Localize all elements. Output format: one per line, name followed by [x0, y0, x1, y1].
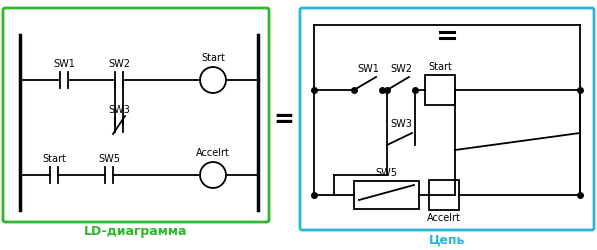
Text: SW5: SW5 — [376, 168, 398, 178]
Text: Цепь: Цепь — [429, 234, 465, 246]
Text: Start: Start — [428, 62, 452, 72]
Text: Accelrt: Accelrt — [196, 148, 230, 158]
FancyBboxPatch shape — [3, 8, 269, 222]
Text: Accelrt: Accelrt — [427, 213, 461, 223]
Text: Start: Start — [201, 53, 225, 63]
Text: SW2: SW2 — [390, 64, 412, 74]
Text: Start: Start — [42, 154, 66, 164]
Text: SW1: SW1 — [357, 64, 379, 74]
Text: LD-диаграмма: LD-диаграмма — [84, 226, 187, 238]
Text: SW5: SW5 — [98, 154, 120, 164]
Text: =: = — [273, 108, 294, 132]
Bar — [425, 75, 455, 105]
Bar — [354, 181, 419, 209]
Text: SW3: SW3 — [108, 105, 130, 115]
Text: SW2: SW2 — [108, 59, 130, 69]
FancyBboxPatch shape — [300, 8, 594, 230]
Bar — [429, 180, 459, 210]
Text: SW1: SW1 — [53, 59, 75, 69]
Text: SW3: SW3 — [390, 119, 412, 129]
